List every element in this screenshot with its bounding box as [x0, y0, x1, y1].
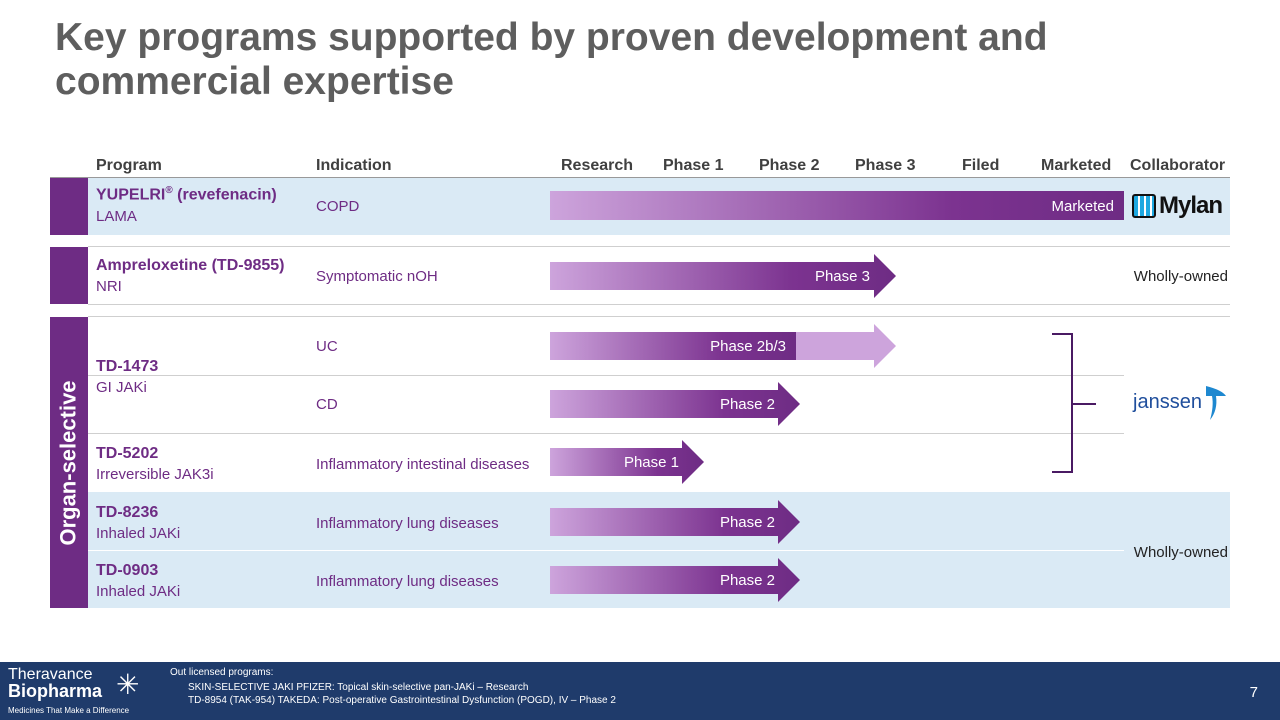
divider [88, 550, 1124, 551]
arrow-cd [550, 382, 800, 426]
program-class: Irreversible JAK3i [96, 466, 214, 483]
collaborator: Wholly-owned [1133, 544, 1228, 561]
divider [88, 246, 1230, 247]
program-class: LAMA [96, 208, 137, 225]
mylan-icon [1132, 194, 1156, 218]
bracket-icon [1052, 333, 1096, 473]
program-class: Inhaled JAKi [96, 583, 181, 600]
out-licensed-title: Out licensed programs: [170, 667, 274, 678]
divider [50, 177, 1230, 178]
stage-label: Phase 2b/3 [710, 338, 786, 355]
divider [88, 375, 1124, 376]
bar-uc [550, 332, 796, 360]
indication: COPD [316, 198, 360, 215]
col-phase1: Phase 1 [663, 157, 724, 174]
program-class: GI JAKi [96, 379, 147, 396]
program-name: Ampreloxetine (TD-9855) [96, 257, 285, 274]
program-class: Inhaled JAKi [96, 525, 181, 542]
program-class: NRI [96, 278, 122, 295]
indication: CD [316, 396, 338, 413]
mylan-logo: Mylan [1132, 192, 1223, 220]
star-logo-icon: ✳ [116, 669, 140, 700]
stage-label: Phase 3 [814, 268, 870, 285]
group-bar-organ-selective [50, 317, 88, 608]
divider [88, 304, 1230, 305]
stage-label: Phase 2 [719, 396, 775, 413]
janssen-icon [1205, 386, 1226, 420]
arrow-td5202 [550, 440, 704, 484]
col-indication: Indication [316, 157, 392, 174]
divider [88, 316, 1230, 317]
collaborator: Wholly-owned [1133, 268, 1228, 285]
stage-label: Phase 2 [719, 514, 775, 531]
divider [88, 433, 1124, 434]
program-name: TD-5202 [96, 445, 159, 462]
col-phase2: Phase 2 [759, 157, 820, 174]
col-program: Program [96, 157, 162, 174]
page-title: Key programs supported by proven develop… [55, 16, 1048, 103]
program-name: TD-0903 [96, 562, 159, 579]
indication: Symptomatic nOH [316, 268, 438, 285]
company-logo: Theravance Biopharma Medicines That Make… [8, 666, 130, 716]
out-licensed-item: TD-8954 (TAK-954) TAKEDA: Post-operative… [188, 695, 616, 706]
group-bar [50, 178, 88, 235]
arrow-td0903 [550, 558, 800, 602]
arrow-ampreloxetine [550, 254, 896, 298]
program-name: TD-1473 [96, 358, 159, 375]
indication: Inflammatory lung diseases [316, 515, 499, 532]
indication: Inflammatory lung diseases [316, 573, 499, 590]
col-collaborator: Collaborator [1130, 157, 1226, 174]
stage-label: Marketed [1051, 198, 1114, 215]
stage-label: Phase 2 [719, 572, 775, 589]
col-phase3: Phase 3 [855, 157, 916, 174]
arrow-uc-extension [790, 324, 896, 368]
program-name: TD-8236 [96, 504, 159, 521]
stage-label: Phase 1 [623, 454, 679, 471]
indication: Inflammatory intestinal diseases [316, 456, 530, 473]
footer: Theravance Biopharma Medicines That Make… [0, 662, 1280, 720]
col-marketed: Marketed [1041, 157, 1112, 174]
page-number: 7 [1249, 684, 1258, 701]
indication: UC [316, 338, 338, 355]
arrow-td8236 [550, 500, 800, 544]
janssen-logo: Janssen [1133, 382, 1230, 422]
out-licensed-item: SKIN-SELECTIVE JAKI PFIZER: Topical skin… [188, 682, 529, 693]
bar-yupelri [550, 191, 1124, 220]
col-filed: Filed [962, 157, 1000, 174]
col-research: Research [561, 157, 634, 174]
group-bar [50, 247, 88, 304]
program-name: YUPELRI® (revefenacin) [96, 185, 277, 204]
